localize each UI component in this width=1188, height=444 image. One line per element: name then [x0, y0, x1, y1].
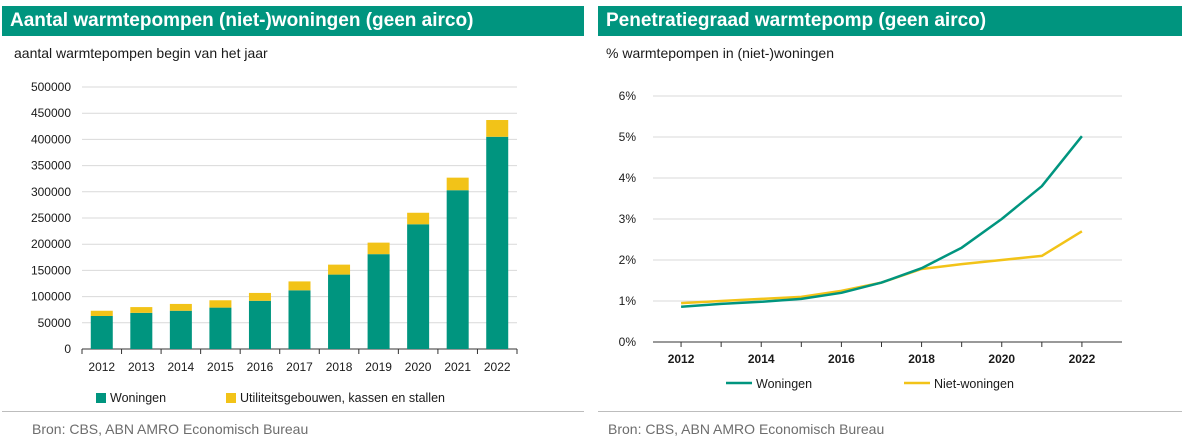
x-tick-label: 2012 — [668, 352, 695, 366]
bar-utiliteitsgebouwen — [209, 300, 232, 308]
x-tick-label: 2021 — [444, 360, 471, 374]
y-tick-label: 400000 — [31, 132, 71, 146]
x-tick-label: 2016 — [247, 360, 274, 374]
legend-swatch — [226, 393, 236, 403]
bar-woningen — [407, 224, 430, 349]
x-tick-label: 2014 — [168, 360, 195, 374]
bar-chart: 0 50000 100000 150000 200000 250000 300000 3500… — [31, 80, 518, 405]
left-chart-title: Aantal warmtepompen (niet-)woningen (gee… — [2, 6, 584, 36]
left-source-divider — [2, 411, 584, 412]
bar-utiliteitsgebouwen — [248, 292, 271, 301]
y-tick-label: 5% — [619, 130, 637, 144]
y-tick-label: 450000 — [31, 106, 71, 120]
legend-label: Woningen — [756, 377, 812, 391]
y-tick-label: 4% — [619, 171, 637, 185]
x-tick-label: 2022 — [1069, 352, 1096, 366]
bar-utiliteitsgebouwen — [90, 310, 113, 316]
y-tick-label: 500000 — [31, 80, 71, 94]
x-tick-label: 2015 — [207, 360, 234, 374]
y-tick-label: 3% — [619, 212, 637, 226]
right-source: Bron: CBS, ABN AMRO Economisch Bureau — [608, 421, 885, 437]
y-tick-label: 1% — [619, 294, 637, 308]
legend-label: Utiliteitsgebouwen, kassen en stallen — [240, 391, 445, 405]
bar-utiliteitsgebouwen — [407, 212, 430, 225]
bar-utiliteitsgebouwen — [288, 281, 311, 291]
x-tick-label: 2020 — [988, 352, 1015, 366]
bar-woningen — [90, 315, 113, 349]
y-tick-label: 0 — [64, 342, 71, 356]
bar-woningen — [486, 136, 509, 349]
right-panel: Penetratiegraad warmtepomp (geen airco) … — [598, 0, 1188, 444]
y-tick-label: 200000 — [31, 237, 71, 251]
right-chart-title: Penetratiegraad warmtepomp (geen airco) — [598, 6, 1182, 36]
y-tick-label: 2% — [619, 253, 637, 267]
bar-woningen — [209, 307, 232, 349]
bar-woningen — [367, 254, 390, 349]
series-line-niet-woningen — [681, 230, 1083, 305]
y-tick-label: 350000 — [31, 159, 71, 173]
legend-label: Woningen — [110, 391, 166, 405]
y-tick-label: 250000 — [31, 211, 71, 225]
legend-label: Niet-woningen — [934, 377, 1014, 391]
y-tick-label: 50000 — [38, 316, 72, 330]
bar-woningen — [130, 312, 153, 349]
bar-woningen — [248, 300, 271, 349]
y-tick-label: 6% — [619, 89, 637, 103]
x-tick-label: 2019 — [365, 360, 392, 374]
bar-utiliteitsgebouwen — [169, 303, 192, 311]
bar-woningen — [288, 290, 311, 349]
bar-woningen — [169, 310, 192, 349]
x-tick-label: 2022 — [484, 360, 511, 374]
bar-utiliteitsgebouwen — [486, 120, 509, 137]
bar-utiliteitsgebouwen — [367, 242, 390, 255]
x-tick-label: 2020 — [405, 360, 432, 374]
x-tick-label: 2012 — [88, 360, 115, 374]
x-tick-label: 2016 — [828, 352, 855, 366]
bar-woningen — [328, 274, 351, 349]
x-tick-label: 2014 — [748, 352, 775, 366]
x-tick-label: 2013 — [128, 360, 155, 374]
left-source: Bron: CBS, ABN AMRO Economisch Bureau — [32, 421, 309, 437]
bar-utiliteitsgebouwen — [130, 307, 153, 313]
series-line-woningen — [681, 135, 1083, 308]
x-tick-label: 2018 — [908, 352, 935, 366]
y-tick-label: 150000 — [31, 263, 71, 277]
left-panel: Aantal warmtepompen (niet-)woningen (gee… — [0, 0, 590, 444]
bar-utiliteitsgebouwen — [328, 264, 351, 275]
right-source-divider — [598, 411, 1182, 412]
y-tick-label: 300000 — [31, 185, 71, 199]
line-chart: 0% 1% 2% 3% 4% 5% 6% 2012 2014 2016 2018 2020 2022 Wo… — [619, 89, 1122, 391]
x-tick-label: 2017 — [286, 360, 313, 374]
x-tick-label: 2018 — [326, 360, 353, 374]
legend-swatch — [96, 393, 106, 403]
bar-utiliteitsgebouwen — [446, 177, 469, 191]
right-chart-subtitle: % warmtepompen in (niet-)woningen — [606, 45, 834, 61]
y-tick-label: 0% — [619, 335, 637, 349]
y-tick-label: 100000 — [31, 290, 71, 304]
bar-woningen — [446, 190, 469, 349]
left-chart-subtitle: aantal warmtepompen begin van het jaar — [14, 45, 268, 61]
